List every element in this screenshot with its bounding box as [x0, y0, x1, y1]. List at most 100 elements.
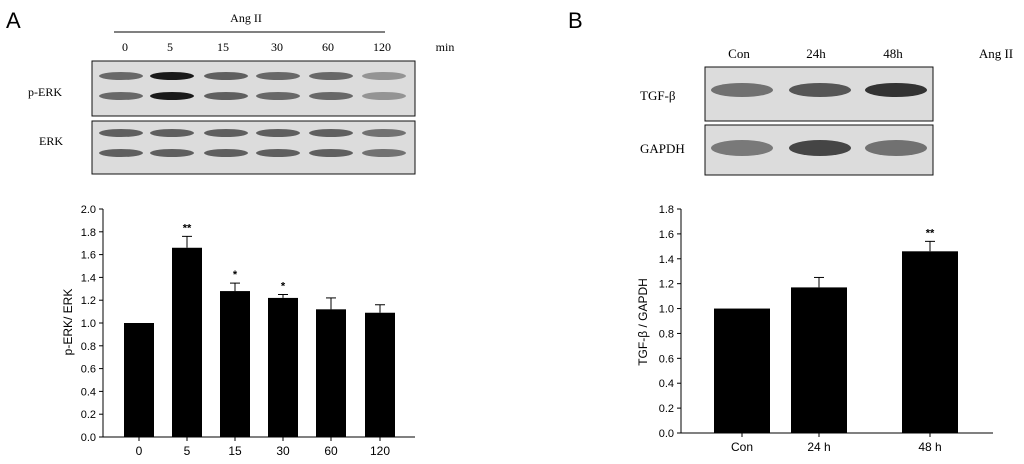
bar	[316, 309, 346, 437]
blot-band	[711, 83, 773, 97]
x-tick-label: Con	[731, 440, 753, 454]
blot-band	[256, 129, 300, 137]
y-tick-label: 0.6	[659, 353, 674, 365]
y-tick-label: 0.8	[81, 341, 96, 353]
x-tick-label: 30	[276, 444, 290, 458]
blot-band	[309, 92, 353, 100]
blot-erk	[91, 120, 416, 175]
y-tick-label: 1.4	[81, 272, 96, 284]
panel-b-letter: B	[568, 8, 583, 33]
y-tick-label: 1.2	[659, 279, 674, 291]
bar	[714, 308, 770, 433]
y-tick-label: 1.0	[81, 318, 96, 330]
x-tick-label: 24 h	[807, 440, 830, 454]
blot-band	[204, 149, 248, 157]
y-tick-label: 1.8	[81, 227, 96, 239]
blot-band	[150, 92, 194, 100]
y-tick-label: 1.2	[81, 295, 96, 307]
lane-label: 48h	[883, 46, 903, 61]
blot-band	[99, 92, 143, 100]
y-tick-label: 0.2	[659, 403, 674, 415]
panel-a-time-labels: 0 5 15 30 60 120	[122, 40, 391, 54]
chart-b: TGF-β / GAPDH 0.0 0.2 0.4 0.6 0.8 1.0 1.2 1.4 1.…	[636, 204, 993, 454]
blot-band	[99, 72, 143, 80]
blot-band	[362, 149, 406, 157]
time-label: 60	[322, 40, 334, 54]
blot-band	[150, 72, 194, 80]
y-axis-title: p-ERK/ ERK	[61, 289, 75, 356]
bar	[365, 312, 395, 437]
blot-band	[789, 140, 851, 156]
blot-label-p-erk: p-ERK	[28, 85, 62, 99]
panel-b: B Con 24h 48h Ang II TGF-β GAPDH TGF-β /…	[568, 8, 1013, 454]
y-tick-label: 0.8	[659, 328, 674, 340]
panel-a-bands	[99, 72, 406, 157]
blot-band	[711, 140, 773, 156]
y-tick-label: 0.4	[659, 378, 674, 390]
time-label: 120	[373, 40, 391, 54]
blot-label-erk: ERK	[39, 134, 63, 148]
panel-a-treatment-label: Ang II	[230, 11, 262, 25]
blot-band	[309, 129, 353, 137]
blot-band	[99, 129, 143, 137]
lane-label: Con	[728, 46, 750, 61]
blot-band	[204, 72, 248, 80]
time-label: 30	[271, 40, 283, 54]
x-tick-label: 60	[324, 444, 338, 458]
panel-a: A Ang II 0 5 15 30 60 120 min p-ERK ERK …	[6, 8, 454, 458]
blot-band	[865, 83, 927, 97]
y-tick-label: 1.6	[81, 250, 96, 262]
significance-label: *	[281, 281, 286, 293]
time-label: 5	[167, 40, 173, 54]
blot-band	[789, 83, 851, 97]
bar	[220, 291, 250, 437]
blot-band	[256, 92, 300, 100]
x-tick-label: 15	[228, 444, 242, 458]
blot-band	[362, 72, 406, 80]
bar	[902, 251, 958, 433]
significance-label: **	[183, 222, 192, 234]
time-label: 15	[217, 40, 229, 54]
blot-band	[204, 129, 248, 137]
y-axis-title: TGF-β / GAPDH	[636, 278, 650, 366]
bar	[124, 323, 154, 437]
x-tick-label: 48 h	[918, 440, 941, 454]
x-tick-label: 5	[184, 444, 191, 458]
blot-p-erk	[91, 60, 416, 117]
treatment-label: Ang II	[979, 46, 1013, 61]
blot-band	[362, 92, 406, 100]
blot-band	[865, 140, 927, 156]
blot-band	[256, 72, 300, 80]
significance-label: **	[926, 227, 935, 239]
x-tick-label: 120	[370, 444, 390, 458]
blot-label-gapdh: GAPDH	[640, 141, 685, 156]
bar	[268, 297, 298, 437]
blot-band	[204, 92, 248, 100]
y-tick-label: 0.0	[81, 432, 96, 444]
y-tick-label: 0.2	[81, 409, 96, 421]
y-tick-label: 0.4	[81, 386, 96, 398]
time-unit-label: min	[436, 40, 455, 54]
y-tick-label: 1.8	[659, 204, 674, 216]
panel-b-bands	[711, 83, 927, 156]
significance-label: *	[233, 269, 238, 281]
blot-label-tgf-beta: TGF-β	[640, 88, 676, 103]
blot-band	[256, 149, 300, 157]
y-tick-label: 0.6	[81, 364, 96, 376]
time-label: 0	[122, 40, 128, 54]
blot-band	[150, 149, 194, 157]
x-tick-label: 0	[136, 444, 143, 458]
blot-band	[362, 129, 406, 137]
y-tick-label: 1.6	[659, 229, 674, 241]
chart-a: p-ERK/ ERK 0.0 0.2 0.4 0.6 0.8 1.0 1.2 1.4 1.6 1.…	[61, 204, 415, 458]
blot-band	[99, 149, 143, 157]
blot-band	[150, 129, 194, 137]
lane-label: 24h	[806, 46, 826, 61]
bar	[791, 287, 847, 433]
panel-a-letter: A	[6, 8, 21, 33]
y-tick-label: 2.0	[81, 204, 96, 216]
y-tick-label: 1.4	[659, 254, 674, 266]
bar	[172, 247, 202, 437]
blot-band	[309, 149, 353, 157]
